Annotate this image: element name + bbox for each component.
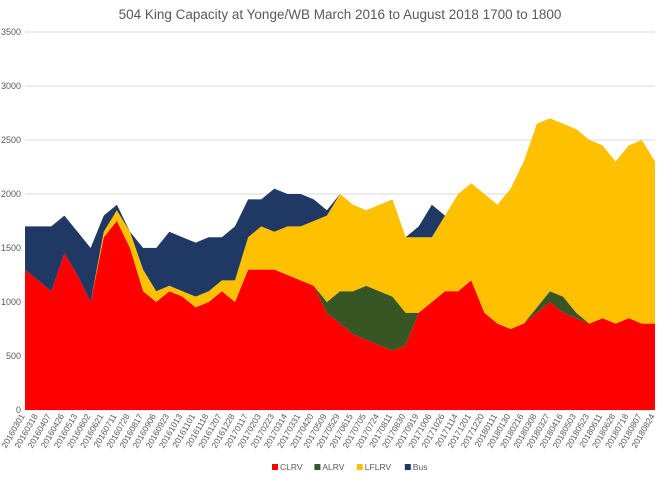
y-tick-label: 2000 xyxy=(1,189,21,199)
chart-title: 504 King Capacity at Yonge/WB March 2016… xyxy=(119,7,562,22)
area-lflrv xyxy=(25,118,655,330)
legend-label: CLRV xyxy=(280,462,303,472)
area-clrv xyxy=(25,221,655,410)
y-tick-label: 0 xyxy=(16,405,21,415)
legend-label: Bus xyxy=(413,462,428,472)
y-tick-label: 1500 xyxy=(1,243,21,253)
legend-swatch-alrv xyxy=(314,464,321,470)
legend-swatch-lflrv xyxy=(356,464,363,470)
area-bus xyxy=(25,118,655,303)
legend-swatch-bus xyxy=(404,464,411,470)
y-tick-label: 3000 xyxy=(1,81,21,91)
legend-label: LFLRV xyxy=(365,462,392,472)
y-tick-label: 500 xyxy=(6,351,21,361)
legend-swatch-clrv xyxy=(272,464,278,470)
y-tick-label: 2500 xyxy=(1,135,21,145)
y-tick-label: 3500 xyxy=(1,27,21,37)
y-tick-label: 1000 xyxy=(1,297,21,307)
legend-label: ALRV xyxy=(322,462,344,472)
